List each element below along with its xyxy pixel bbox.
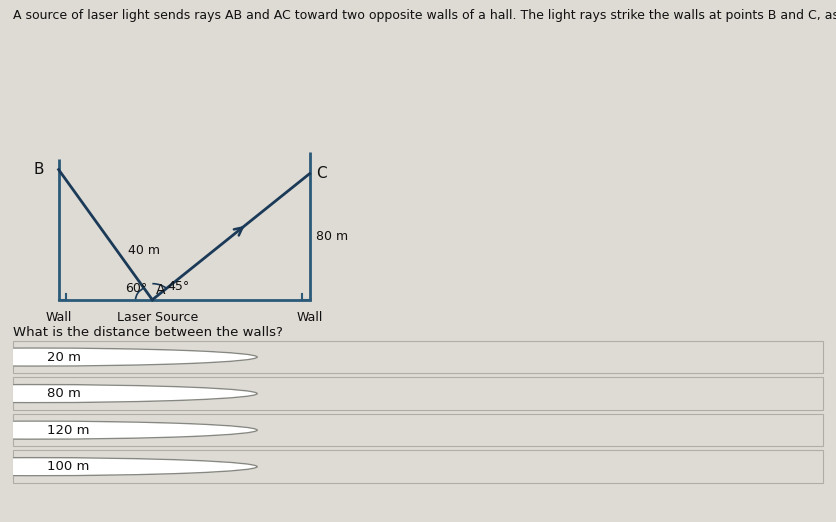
Text: A source of laser light sends rays AB and AC toward two opposite walls of a hall: A source of laser light sends rays AB an…	[13, 9, 836, 22]
Text: 80 m: 80 m	[316, 230, 348, 243]
Text: A: A	[155, 283, 165, 297]
Text: 100 m: 100 m	[47, 460, 89, 473]
Text: 45°: 45°	[167, 280, 190, 292]
Text: B: B	[33, 162, 43, 177]
Text: 20 m: 20 m	[47, 351, 80, 363]
Text: What is the distance between the walls?: What is the distance between the walls?	[13, 326, 282, 339]
Circle shape	[0, 421, 257, 439]
Circle shape	[0, 385, 257, 402]
Text: Laser Source: Laser Source	[116, 311, 198, 324]
Circle shape	[0, 458, 257, 476]
Text: 60°: 60°	[125, 282, 147, 295]
Text: 120 m: 120 m	[47, 424, 89, 436]
Circle shape	[0, 348, 257, 366]
Text: 40 m: 40 m	[128, 244, 161, 257]
Text: Wall: Wall	[45, 311, 72, 324]
Text: Wall: Wall	[296, 311, 323, 324]
Text: C: C	[316, 166, 327, 181]
Text: 80 m: 80 m	[47, 387, 80, 400]
